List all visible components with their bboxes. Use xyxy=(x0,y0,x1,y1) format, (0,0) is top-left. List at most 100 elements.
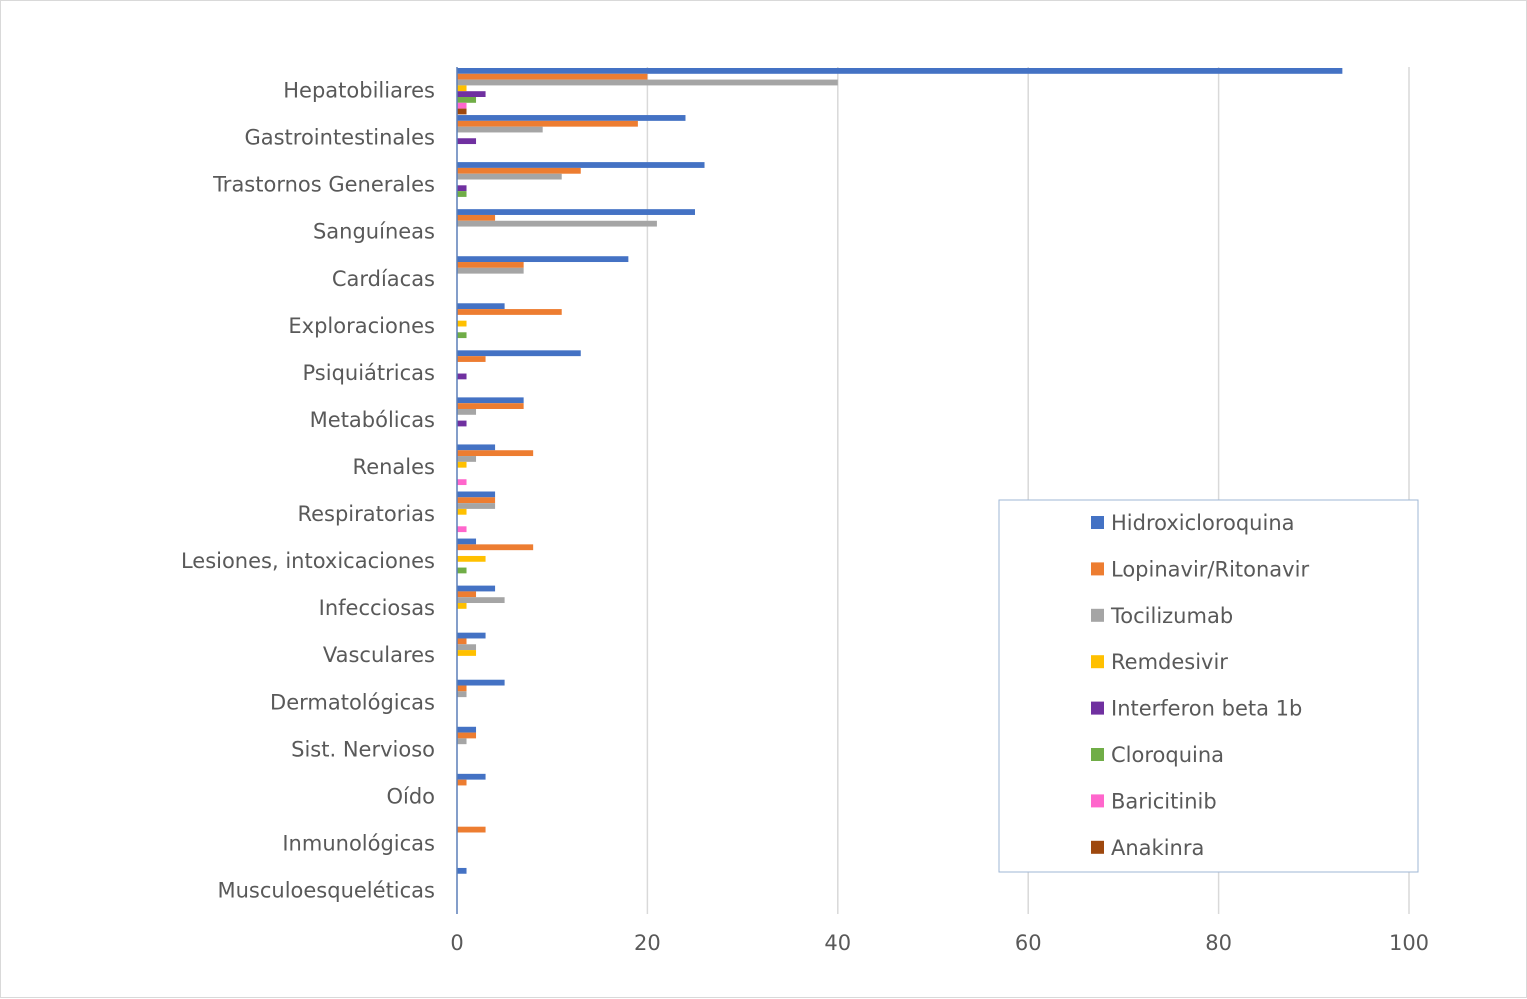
bar xyxy=(457,403,524,409)
bar xyxy=(457,503,496,509)
category-label: Lesiones, intoxicaciones xyxy=(181,549,435,573)
category-label: Renales xyxy=(353,455,435,479)
bar-group xyxy=(457,585,505,609)
bar xyxy=(457,491,496,498)
category-label: Respiratorias xyxy=(297,502,435,526)
bar xyxy=(457,256,629,263)
bar xyxy=(457,867,467,874)
legend-swatch xyxy=(1091,655,1104,669)
bar xyxy=(457,332,467,339)
legend-swatch xyxy=(1091,748,1104,761)
bar xyxy=(457,679,505,686)
bar xyxy=(457,773,486,780)
legend-item: Anakinra xyxy=(1091,836,1204,860)
x-tick-label: 100 xyxy=(1389,931,1429,955)
bar xyxy=(457,85,467,92)
bar-group xyxy=(457,773,486,786)
legend-swatch xyxy=(1091,608,1104,622)
category-label: Musculoesqueléticas xyxy=(217,878,435,902)
legend-label: Lopinavir/Ritonavir xyxy=(1111,557,1309,581)
bar xyxy=(457,373,467,380)
bar-group xyxy=(457,632,486,656)
bar xyxy=(457,603,467,609)
legend-label: Interferon beta 1b xyxy=(1111,697,1302,721)
bar xyxy=(457,685,467,692)
bar xyxy=(457,320,467,327)
bar xyxy=(457,826,486,833)
bar xyxy=(457,397,524,404)
legend-swatch xyxy=(1091,562,1104,576)
x-tick-label: 80 xyxy=(1205,931,1232,955)
category-label: Gastrointestinales xyxy=(244,126,435,150)
bar-group xyxy=(457,68,1343,115)
bar-group xyxy=(457,209,695,227)
bar-group xyxy=(457,397,524,427)
bar xyxy=(457,73,648,80)
bar xyxy=(457,479,467,486)
bar xyxy=(457,126,543,133)
legend-label: Anakinra xyxy=(1111,836,1204,860)
category-label: Metabólicas xyxy=(310,408,435,432)
bar xyxy=(457,350,581,357)
legend-item: Cloroquina xyxy=(1091,743,1224,767)
legend-item: Lopinavir/Ritonavir xyxy=(1091,557,1309,581)
bar-group xyxy=(457,726,477,745)
bar-group xyxy=(457,162,705,197)
x-tick-label: 40 xyxy=(824,931,851,955)
legend-label: Cloroquina xyxy=(1111,743,1224,767)
legend-item: Baricitinib xyxy=(1091,789,1217,813)
bar-group xyxy=(457,444,534,486)
bar xyxy=(457,444,496,451)
bar xyxy=(457,779,467,786)
category-label: Dermatológicas xyxy=(270,690,435,714)
bar xyxy=(457,691,467,698)
legend-item: Hidroxicloroquina xyxy=(1091,511,1295,535)
bar xyxy=(457,220,657,227)
bar xyxy=(457,644,477,651)
bar xyxy=(457,408,477,415)
x-tick-labels: 0 20 40 60 80 100 xyxy=(450,931,1429,955)
bar xyxy=(457,309,562,315)
bar xyxy=(457,108,467,115)
legend-label: Tocilizumab xyxy=(1110,604,1233,628)
legend-item: Tocilizumab xyxy=(1091,604,1233,628)
bar xyxy=(457,173,562,180)
bar xyxy=(457,79,838,86)
bar xyxy=(457,191,467,197)
bar xyxy=(457,738,467,745)
bar xyxy=(457,597,505,604)
legend-label: Baricitinib xyxy=(1111,789,1217,813)
category-label: Hepatobiliares xyxy=(283,79,435,103)
legend: Hidroxicloroquina Lopinavir/Ritonavir Toci… xyxy=(998,499,1419,873)
bar xyxy=(457,567,467,574)
bar xyxy=(457,214,496,221)
bars xyxy=(457,68,1343,874)
legend-swatch xyxy=(1091,840,1104,854)
legend-item: Remdesivir xyxy=(1091,650,1228,674)
bar xyxy=(457,115,686,121)
legend-swatch xyxy=(1091,794,1104,808)
category-label: Inmunológicas xyxy=(282,831,435,855)
bar xyxy=(457,267,524,274)
bar xyxy=(457,450,534,457)
category-label: Trastornos Generales xyxy=(212,173,435,197)
legend-swatch xyxy=(1091,516,1104,529)
bar-group xyxy=(457,867,467,874)
bar xyxy=(457,544,534,551)
bar xyxy=(457,356,486,362)
bar xyxy=(457,420,467,427)
bar-group xyxy=(457,115,686,145)
bar xyxy=(457,555,486,562)
bar xyxy=(457,262,524,268)
legend-box xyxy=(998,499,1419,873)
bar xyxy=(457,185,467,192)
bar xyxy=(457,209,695,215)
bar-group xyxy=(457,303,562,339)
bar xyxy=(457,303,505,310)
category-label: Cardíacas xyxy=(332,267,435,291)
bar xyxy=(457,138,477,145)
legend-item: Interferon beta 1b xyxy=(1091,697,1302,721)
bar xyxy=(457,167,581,174)
